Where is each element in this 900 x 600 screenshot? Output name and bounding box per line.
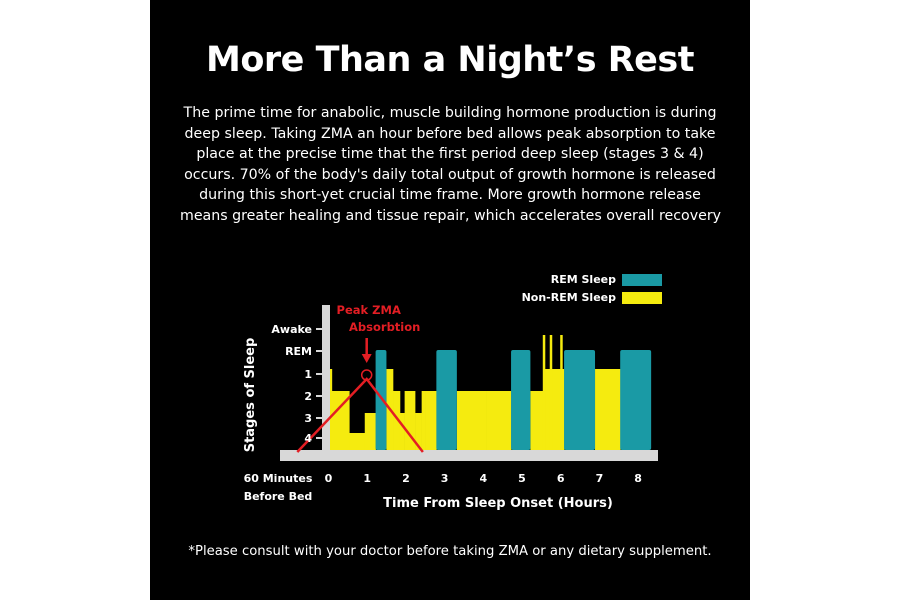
x-tick-label: 4: [479, 472, 487, 485]
y-tick-label: 1: [304, 368, 312, 381]
nonrem-bar: [544, 369, 565, 450]
nonrem-spike: [542, 335, 546, 450]
description-paragraph: The prime time for anabolic, muscle buil…: [180, 103, 722, 226]
nonrem-bar: [331, 391, 338, 450]
x-tick-label: 1: [363, 472, 371, 485]
nonrem-bar: [415, 413, 422, 450]
x-tick-label: 2: [402, 472, 410, 485]
y-tick-label: Awake: [271, 323, 312, 336]
paragraph-line: place at the precise time that the first…: [196, 146, 704, 162]
x-tick-label: 3: [441, 472, 449, 485]
infographic-panel: More Than a Night’s Rest The prime time …: [150, 0, 750, 600]
legend-label: REM Sleep: [551, 273, 616, 286]
x-axis-band: [280, 450, 658, 461]
nonrem-bar: [486, 391, 512, 450]
paragraph-line: deep sleep. Taking ZMA an hour before be…: [184, 125, 716, 142]
y-tick-label: 2: [304, 390, 312, 403]
legend-swatch: [622, 274, 662, 286]
x-tick-label: 8: [634, 472, 642, 485]
rem-bar: [375, 350, 387, 450]
y-axis-title: Stages of Sleep: [243, 338, 258, 453]
nonrem-bar: [421, 391, 426, 450]
nonrem-bar: [456, 391, 487, 450]
x-tick-label-before-bed: Before Bed: [244, 490, 313, 503]
rem-bar: [564, 350, 596, 450]
y-tick-label: 3: [304, 412, 312, 425]
y-tick-label: REM: [285, 345, 312, 358]
nonrem-bar: [425, 391, 437, 450]
nonrem-bar: [404, 391, 416, 450]
annotation-label: Peak ZMA: [337, 303, 401, 317]
peak-marker: [360, 369, 373, 381]
disclaimer-text: *Please consult with your doctor before …: [188, 544, 712, 559]
x-tick-label: 7: [596, 472, 604, 485]
nonrem-bar: [349, 433, 366, 450]
nonrem-bar: [328, 369, 333, 450]
absorption-curve: [296, 377, 424, 453]
paragraph-line: means greater healing and tissue repair,…: [180, 207, 722, 224]
x-axis-title: Time From Sleep Onset (Hours): [383, 496, 613, 511]
page-title: More Than a Night’s Rest: [206, 40, 694, 80]
rem-bar: [511, 350, 531, 450]
annotation-arrow-head: [361, 354, 372, 363]
nonrem-spike: [560, 335, 563, 450]
nonrem-bar: [393, 391, 401, 450]
legend-label: Non-REM Sleep: [522, 291, 617, 304]
nonrem-spike: [549, 335, 553, 450]
x-tick-label: 5: [518, 472, 526, 485]
paragraph-line: The prime time for anabolic, muscle buil…: [183, 105, 717, 121]
nonrem-bar: [364, 413, 376, 450]
paragraph-line: occurs. 70% of the body's daily total ou…: [184, 166, 716, 183]
legend-swatch: [622, 292, 662, 304]
x-tick-label-before-bed: 60 Minutes: [244, 472, 313, 485]
y-tick-label: 4: [304, 432, 312, 445]
nonrem-bar: [399, 413, 405, 450]
nonrem-bar: [530, 391, 546, 450]
nonrem-bar: [595, 369, 621, 450]
x-tick-label: 0: [325, 472, 333, 485]
rem-bar: [620, 350, 652, 450]
paragraph-line: during this short-yet crucial time frame…: [199, 187, 701, 203]
annotation-label: Absorbtion: [349, 320, 420, 334]
sleep-stages-chart: Awake REM 1 2 3 4 Stages of Sleep 0 1 2 3 4 5 6 7 8 60 M…: [243, 273, 662, 511]
x-tick-label: 6: [557, 472, 565, 485]
y-axis-line: [322, 305, 330, 461]
rem-bar: [436, 350, 457, 450]
